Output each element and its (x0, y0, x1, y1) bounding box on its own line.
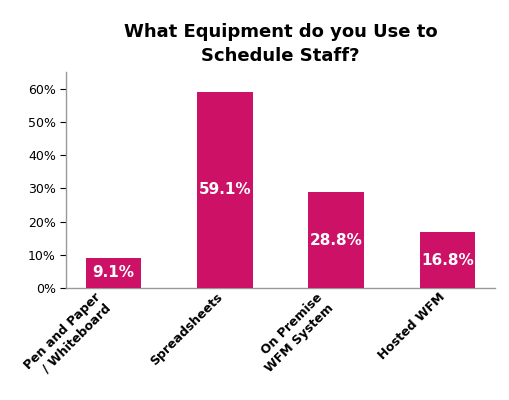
Title: What Equipment do you Use to
Schedule Staff?: What Equipment do you Use to Schedule St… (124, 23, 436, 65)
Text: 16.8%: 16.8% (420, 252, 473, 268)
Bar (86, 258, 141, 288)
Bar (196, 92, 252, 288)
Bar (308, 192, 363, 288)
Text: 28.8%: 28.8% (309, 233, 362, 248)
Text: 59.1%: 59.1% (198, 182, 251, 197)
Bar (419, 232, 474, 288)
Text: 9.1%: 9.1% (93, 265, 134, 280)
